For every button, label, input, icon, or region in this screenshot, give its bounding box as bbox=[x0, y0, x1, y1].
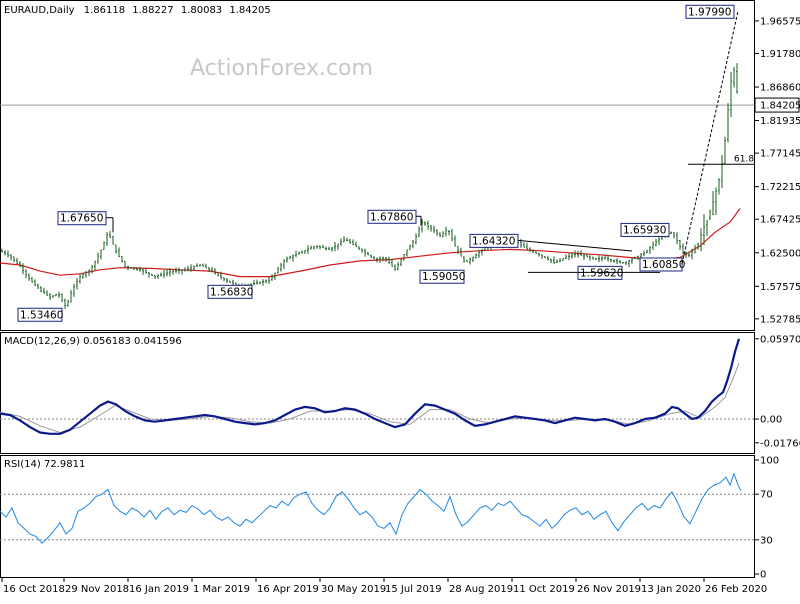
price-pane bbox=[0, 0, 755, 331]
projection-line bbox=[681, 11, 739, 265]
rsi-plot: 100 70 30 0 bbox=[0, 456, 779, 581]
price-label: 1.64320 bbox=[472, 235, 515, 247]
macd-tick-label: 0.00 bbox=[760, 415, 782, 426]
fib-label: 61.8 bbox=[734, 154, 754, 164]
price-tick-label: 1.72215 bbox=[760, 182, 800, 193]
price-annotations: 1.97990 1.67650 1.67860 1.64320 1.65930 1.608… bbox=[17, 4, 755, 322]
price-label-box bbox=[207, 284, 253, 299]
price-label: 1.67860 bbox=[370, 211, 413, 223]
x-tick-label: 26 Feb 2020 bbox=[705, 584, 767, 595]
x-tick-label: 16 Oct 2018 bbox=[3, 584, 65, 595]
ohlc-open: 1.86118 bbox=[84, 5, 125, 16]
price-label: 1.53460 bbox=[20, 309, 63, 321]
current-price-box bbox=[754, 97, 800, 113]
x-tick-label: 30 May 2019 bbox=[321, 584, 386, 595]
price-tick-label: 1.77145 bbox=[760, 149, 800, 160]
price-label: 1.65930 bbox=[623, 224, 666, 236]
ohlc-high: 1.88227 bbox=[132, 5, 173, 16]
x-tick-label: 11 Oct 2019 bbox=[513, 584, 575, 595]
price-label-box bbox=[419, 269, 465, 284]
price-label: 1.97990 bbox=[688, 6, 731, 18]
x-tick-label: 26 Nov 2019 bbox=[577, 584, 641, 595]
macd-tick-label: 0.059708 bbox=[760, 334, 800, 345]
rsi-tick-label: 30 bbox=[760, 535, 773, 546]
ohlc-close: 1.84205 bbox=[229, 5, 270, 16]
macd-tick-label: -0.017661 bbox=[760, 438, 800, 449]
rsi-tick-label: 100 bbox=[760, 456, 779, 467]
price-label: 1.56830 bbox=[210, 286, 253, 298]
x-tick-label: 1 Mar 2019 bbox=[193, 584, 250, 595]
rsi-line bbox=[0, 472, 742, 544]
trendline-upper bbox=[517, 239, 633, 252]
x-axis: 16 Oct 2018 29 Nov 2018 16 Jan 2019 1 Mar 2… bbox=[1, 578, 767, 595]
rsi-pane bbox=[0, 455, 755, 578]
rsi-tick-label: 0 bbox=[760, 570, 766, 581]
current-price-label: 1.84205 bbox=[760, 101, 800, 112]
macd-plot: 0.059708 0.00 -0.017661 bbox=[0, 334, 800, 449]
rsi-tick-label: 70 bbox=[760, 490, 773, 501]
candles bbox=[1, 63, 738, 309]
price-tick-label: 1.96575 bbox=[760, 16, 800, 27]
price-axis: 1.52785 1.57575 1.62500 1.67425 1.72215 1.771… bbox=[0, 16, 800, 325]
x-tick-label: 29 Nov 2018 bbox=[65, 584, 129, 595]
price-label-box bbox=[620, 222, 670, 237]
price-label: 1.67650 bbox=[60, 213, 103, 225]
price-label: 1.59050 bbox=[422, 271, 465, 283]
price-label: 1.59620 bbox=[580, 267, 623, 279]
x-tick-label: 28 Aug 2019 bbox=[449, 584, 513, 595]
x-tick-label: 16 Apr 2019 bbox=[257, 584, 319, 595]
price-pane-title: EURAUD,Daily 1.86118 1.88227 1.80083 1.8… bbox=[4, 5, 271, 16]
price-tick-label: 1.91780 bbox=[760, 49, 800, 60]
chart-title: EURAUD,Daily bbox=[4, 5, 75, 16]
price-label: 1.60850 bbox=[642, 259, 685, 271]
watermark: ActionForex.com bbox=[190, 56, 373, 81]
price-tick-label: 1.57575 bbox=[760, 282, 800, 293]
price-tick-label: 1.52785 bbox=[760, 314, 800, 325]
price-label-box bbox=[685, 4, 735, 19]
x-tick-label: 16 Jan 2019 bbox=[129, 584, 189, 595]
price-tick-label: 1.62500 bbox=[760, 248, 800, 259]
price-tick-label: 1.67425 bbox=[760, 215, 800, 226]
rsi-pane-title: RSI(14) 72.9811 bbox=[4, 459, 85, 470]
ohlc-low: 1.80083 bbox=[181, 5, 222, 16]
macd-line bbox=[0, 338, 741, 435]
price-label-box bbox=[17, 307, 63, 322]
macd-pane-title: MACD(12,26,9) 0.056183 0.041596 bbox=[4, 336, 182, 347]
price-tick-label: 1.86860 bbox=[760, 83, 800, 94]
price-tick-label: 1.81935 bbox=[760, 116, 800, 127]
x-tick-label: 15 Jul 2019 bbox=[385, 584, 442, 595]
macd-pane bbox=[0, 332, 755, 454]
price-label-box bbox=[639, 257, 683, 272]
x-tick-label: 13 Jan 2020 bbox=[641, 584, 701, 595]
